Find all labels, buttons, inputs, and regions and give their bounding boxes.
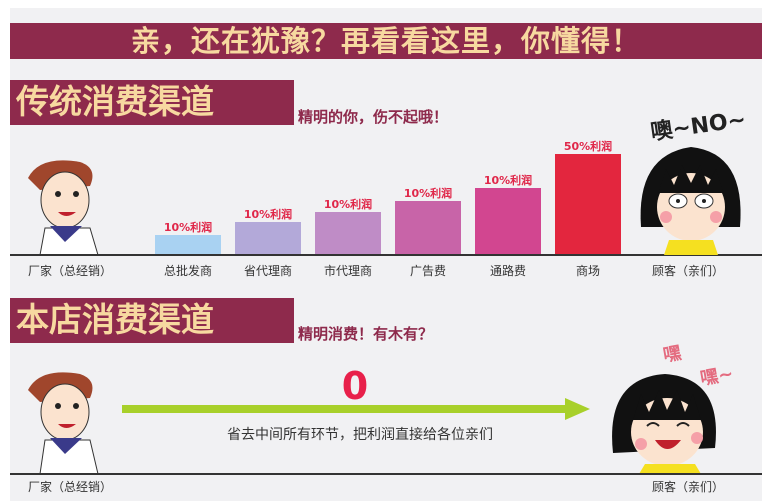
direct-arrow-icon	[122, 398, 590, 420]
profit-bar	[315, 212, 381, 255]
channel-label: 商场	[575, 264, 600, 278]
channel-labels: 总批发商 省代理商 市代理商 广告费 通路费 商场 厂家（总经销） 顾客（亲们）	[0, 262, 762, 280]
profit-label: 10%利润	[483, 174, 533, 187]
arrow-shaft	[122, 405, 567, 413]
customer-happy-cartoon-icon	[612, 374, 716, 474]
store-heading: 本店消费渠道	[10, 298, 294, 343]
channel-label: 广告费	[409, 264, 446, 278]
store-customer-label: 顾客（亲们）	[652, 480, 725, 494]
manufacturer-label: 厂家（总经销）	[28, 264, 113, 278]
arrow-head	[565, 398, 590, 420]
profit-bar	[475, 188, 541, 255]
profit-label: 10%利润	[163, 221, 213, 234]
profit-bar	[235, 222, 301, 255]
manufacturer-cartoon-icon	[28, 160, 99, 255]
profit-bar	[555, 154, 621, 255]
profit-bar	[155, 235, 221, 255]
traditional-heading: 传统消费渠道	[10, 80, 294, 125]
channel-label: 省代理商	[243, 264, 292, 278]
customer-label: 顾客（亲们）	[652, 264, 725, 278]
traditional-subtitle: 精明的你，伤不起哦！	[298, 108, 449, 126]
profit-bar-chart: 10%利润 10%利润 10%利润 10%利润 10%利润 50%利润	[155, 140, 621, 255]
channel-label: 通路费	[489, 264, 526, 278]
profit-label: 10%利润	[323, 198, 373, 211]
store-subtitle: 精明消费！有木有？	[298, 325, 434, 343]
channel-label: 总批发商	[163, 264, 212, 278]
profit-bar	[395, 201, 461, 255]
baseline-divider	[10, 254, 762, 256]
profit-label: 50%利润	[563, 140, 613, 153]
customer-worried-cartoon-icon	[640, 147, 741, 255]
arrow-caption: 省去中间所有环节，把利润直接给各位亲们	[227, 427, 493, 443]
profit-label: 10%利润	[403, 187, 453, 200]
bottom-baseline-divider	[10, 473, 762, 475]
store-manufacturer-label: 厂家（总经销）	[28, 480, 113, 494]
manufacturer-cartoon-icon	[28, 372, 99, 474]
banner-title: 亲，还在犹豫？再看看这里，你懂得！	[10, 23, 762, 59]
channel-label: 市代理商	[323, 264, 372, 278]
profit-label: 10%利润	[243, 208, 293, 221]
middle-cost-value: 0	[341, 364, 369, 408]
